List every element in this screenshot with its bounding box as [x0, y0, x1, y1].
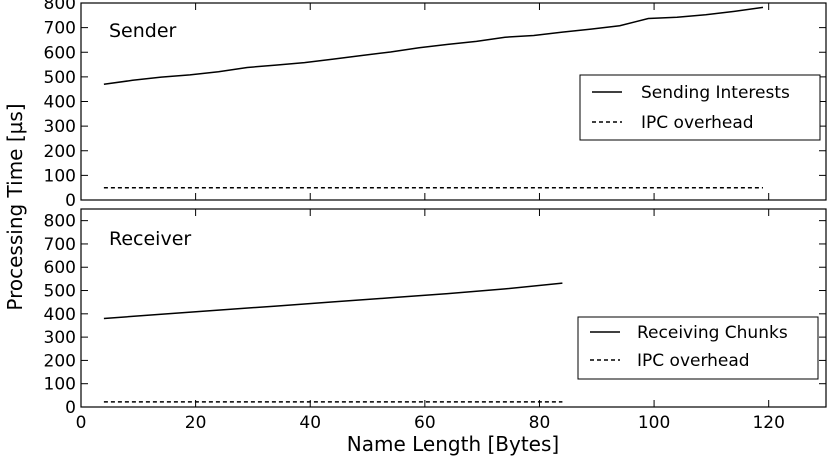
y-tick-label: 400: [44, 93, 76, 113]
y-tick-label: 100: [44, 375, 76, 395]
x-tick-label: 100: [638, 413, 670, 433]
x-tick-label: 20: [185, 413, 207, 433]
series-line-sending-interests: [103, 6, 764, 86]
legend: Sending Interests IPC overhead: [579, 74, 821, 141]
y-tick-label: 300: [44, 328, 76, 348]
legend-label: Receiving Chunks: [637, 323, 788, 343]
x-tick-label: 80: [529, 413, 551, 433]
y-tick-label: 700: [44, 19, 76, 39]
y-tick-label: 800: [44, 0, 76, 14]
y-tick-label: 500: [44, 68, 76, 88]
x-tick-label: 120: [752, 413, 784, 433]
legend: Receiving Chunks IPC overhead: [577, 316, 819, 380]
y-tick-label: 700: [44, 235, 76, 255]
legend-label: IPC overhead: [637, 351, 750, 371]
y-tick-label: 400: [44, 305, 76, 325]
y-tick-label: 300: [44, 117, 76, 137]
series-line-receiving-chunks: [103, 282, 563, 320]
y-tick-label: 800: [44, 212, 76, 232]
y-tick-label: 200: [44, 142, 76, 162]
y-tick-label: 600: [44, 258, 76, 278]
legend-box: [579, 74, 821, 141]
y-tick-label: 500: [44, 282, 76, 302]
y-tick-label: 0: [65, 191, 76, 211]
y-axis-title: Processing Time [µs]: [3, 103, 27, 310]
x-tick-label: 60: [414, 413, 436, 433]
y-tick-label: 0: [65, 398, 76, 418]
legend-box: [577, 316, 819, 380]
panel-label: Receiver: [109, 228, 191, 250]
x-tick-label: 0: [76, 413, 87, 433]
panel-sender: 0 100 200 300 400 500 600 700 800 Sender Sending I…: [44, 0, 827, 211]
x-axis-title: Name Length [Bytes]: [347, 432, 559, 456]
plot-frame: [80, 208, 827, 408]
y-tick-label: 600: [44, 43, 76, 63]
x-tick-label: 40: [299, 413, 321, 433]
panel-label: Sender: [109, 20, 177, 42]
y-tick-label: 100: [44, 166, 76, 186]
legend-label: IPC overhead: [641, 113, 754, 133]
y-tick-label: 200: [44, 351, 76, 371]
legend-label: Sending Interests: [641, 83, 790, 103]
